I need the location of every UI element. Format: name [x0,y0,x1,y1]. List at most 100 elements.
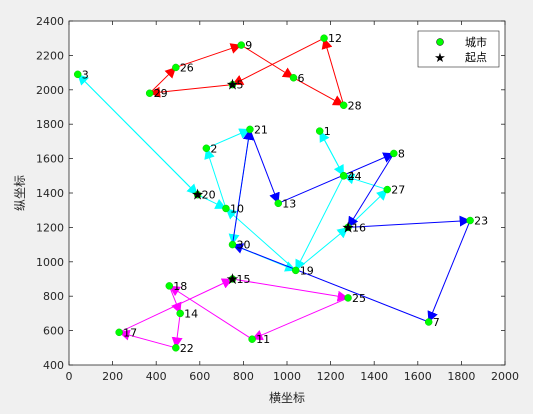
x-tick-label: 200 [102,370,123,383]
route-arrow [168,285,182,314]
route-arrow [118,329,176,349]
city-label-17: 17 [123,326,137,339]
city-label-8: 8 [398,147,405,160]
city-label-6: 6 [298,72,305,85]
city-point-2 [202,144,211,153]
city-point-24 [339,172,348,180]
route-arrow [168,285,253,340]
city-point-10 [222,204,230,213]
route-arrow [321,37,345,106]
city-label-18: 18 [173,280,187,293]
route-arrow [249,129,280,204]
city-label-23: 23 [474,215,488,228]
x-axis-label: 横坐标 [269,391,305,405]
city-label-24: 24 [348,170,362,183]
city-point-27 [383,185,392,194]
legend-box [417,30,500,68]
city-point-26 [172,63,180,72]
route-arrow [118,278,233,333]
city-point-22 [172,344,180,352]
route-arrow [149,84,233,98]
city-label-15: 15 [237,273,251,286]
plot-background [69,21,505,365]
y-axis-label: 纵坐标 [13,175,27,211]
route-arrow [171,313,183,349]
x-tick-label: 1000 [273,370,301,383]
cities-layer [73,34,474,352]
y-tick-label: 2000 [36,84,64,97]
y-tick-label: 1400 [36,187,64,200]
route-2 [231,128,471,323]
city-label-27: 27 [391,184,405,197]
route-arrow [225,208,297,271]
city-point-3 [73,70,82,79]
city-point-11 [248,335,256,343]
city-labels-layer: 1234567891011121314151617181920212223242… [82,32,488,355]
y-tick-label: 1800 [36,118,64,131]
city-point-9 [237,41,245,49]
y-tick-label: 2400 [36,15,64,28]
x-tick-label: 2000 [491,370,519,383]
route-arrow [77,73,199,196]
city-label-21: 21 [254,123,268,136]
x-tick-label: 1600 [404,370,432,383]
city-label-1: 1 [324,125,331,138]
city-point-20 [193,190,202,199]
route-arrow [343,173,388,191]
axis-ticks: 0 200 400 600 800 1000 1200 1400 1600 1800 2000400… [36,15,519,383]
city-point-15 [228,275,237,283]
city-label-20: 20 [202,189,216,202]
x-tick-label: 0 [66,370,73,383]
city-label-16: 16 [352,221,366,234]
route-arrow [206,128,251,149]
city-point-23 [466,216,474,225]
routes-layer [77,37,471,349]
route-arrow [319,130,345,177]
route-arrow [347,153,395,228]
legend-start-marker: ★ [434,51,446,66]
city-label-7: 7 [433,316,440,329]
route-arrow [204,147,227,209]
route-arrow [175,43,242,68]
city-point-12 [320,34,328,42]
city-point-6 [289,74,298,82]
x-tick-label: 1400 [360,370,388,383]
y-tick-label: 400 [43,359,64,372]
legend-start-label: 起点 [465,51,487,64]
city-label-5: 5 [237,79,244,92]
route-arrow [232,128,254,245]
city-point-7 [424,318,433,326]
y-tick-label: 800 [43,290,64,303]
legend-city-marker [436,38,444,46]
city-label-12: 12 [328,32,342,45]
route-arrow [231,243,429,323]
city-point-19 [291,266,300,275]
route-arrow [240,44,295,79]
start-point-0: ★ [226,76,239,94]
y-tick-label: 1000 [36,256,64,269]
city-label-4: 4 [348,170,355,183]
city-label-22: 22 [180,342,194,355]
starts-layer: ★ ★ ★ ★ [191,76,355,288]
route-arrow [232,37,325,86]
city-label-28: 28 [348,99,362,112]
city-label-25: 25 [352,292,366,305]
y-tick-label: 1600 [36,153,64,166]
city-label-19: 19 [300,264,314,277]
city-label-3: 3 [82,68,89,81]
city-point-29 [145,89,154,97]
city-point-17 [115,328,123,337]
city-point-13 [274,199,283,208]
legend: 城市 ★ 起点 [417,30,500,68]
city-label-2: 2 [210,142,217,155]
city-point-21 [246,125,254,134]
city-point-14 [176,309,184,318]
route-arrow [197,194,227,209]
city-label-9: 9 [245,39,252,52]
city-label-10: 10 [230,202,244,215]
city-point-5 [228,80,237,89]
x-tick-label: 400 [146,370,167,383]
city-point-28 [339,101,348,110]
